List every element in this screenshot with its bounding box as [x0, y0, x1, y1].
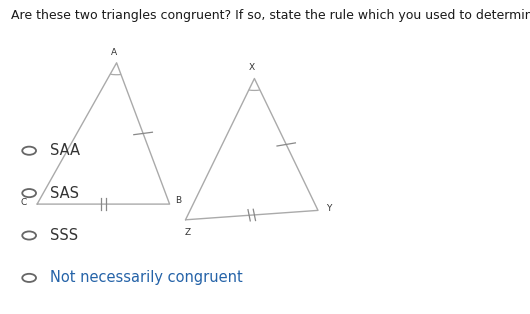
Text: Z: Z — [185, 228, 191, 237]
Text: SSS: SSS — [50, 228, 78, 243]
Text: C: C — [20, 198, 27, 207]
Text: SAA: SAA — [50, 143, 81, 158]
Text: Y: Y — [326, 204, 331, 213]
Text: Not necessarily congruent: Not necessarily congruent — [50, 270, 243, 285]
Text: SAS: SAS — [50, 186, 80, 201]
Text: A: A — [111, 47, 117, 57]
Text: X: X — [249, 63, 255, 72]
Text: B: B — [175, 197, 181, 205]
Text: Are these two triangles congruent? If so, state the rule which you used to deter: Are these two triangles congruent? If so… — [11, 9, 530, 22]
